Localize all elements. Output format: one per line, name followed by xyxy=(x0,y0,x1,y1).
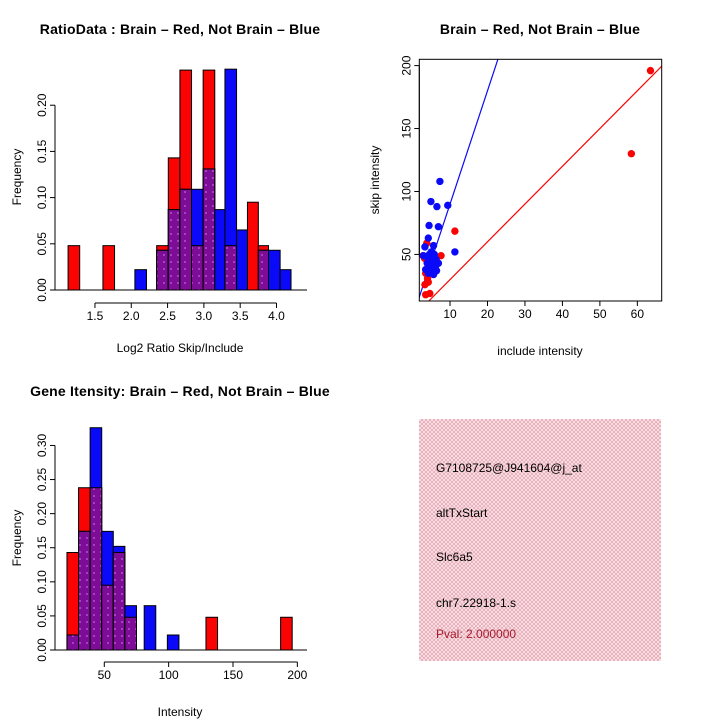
svg-text:20: 20 xyxy=(481,307,495,321)
svg-text:3.5: 3.5 xyxy=(232,309,249,323)
svg-text:150: 150 xyxy=(223,668,243,682)
svg-text:2.5: 2.5 xyxy=(159,309,176,323)
gene-chart-title: Gene Itensity: Brain – Red, Not Brain – … xyxy=(30,383,330,399)
panel-gene-intensity-histogram: 50 100 150 200 0.00 0.05 0.10 0.15 0.20 0.25 0.30 … xyxy=(0,360,360,720)
info-box: G7108725@J941604@j_at altTxStart Slc6a5 … xyxy=(419,419,661,661)
panel-ratio-histogram: 1.5 2.0 2.5 3.0 3.5 4.0 0.00 0.05 0.10 0.15 0.20 R… xyxy=(0,0,360,360)
probe-id-text: G7108725@J941604@j_at xyxy=(436,461,582,475)
panel-gene-info: G7108725@J941604@j_at altTxStart Slc6a5 … xyxy=(360,360,720,720)
event-type-text: altTxStart xyxy=(436,506,488,520)
svg-text:200: 200 xyxy=(399,55,413,75)
svg-text:50: 50 xyxy=(399,247,413,261)
svg-text:30: 30 xyxy=(518,307,532,321)
gene-x-axis-label: Intensity xyxy=(157,705,203,719)
gene-histogram-plot: 50 100 150 200 0.00 0.05 0.10 0.15 0.20 0.25 0.30 xyxy=(35,427,308,682)
pval-text: Pval: 2.000000 xyxy=(436,627,517,641)
svg-text:50: 50 xyxy=(98,668,112,682)
locus-text: chr7.22918-1.s xyxy=(436,596,517,610)
svg-text:3.0: 3.0 xyxy=(196,309,213,323)
svg-text:50: 50 xyxy=(593,307,607,321)
svg-text:0.10: 0.10 xyxy=(35,186,49,210)
svg-text:10: 10 xyxy=(443,307,457,321)
svg-text:0.20: 0.20 xyxy=(35,502,49,526)
gene-name-text: Slc6a5 xyxy=(436,550,473,564)
scatter-x-axis-label: include intensity xyxy=(497,344,583,358)
svg-text:0.00: 0.00 xyxy=(35,278,49,302)
svg-text:100: 100 xyxy=(399,181,413,201)
svg-text:40: 40 xyxy=(556,307,570,321)
scatter-y-axis-label: skip intensity xyxy=(368,145,382,215)
svg-text:0.00: 0.00 xyxy=(35,638,49,662)
ratio-histogram-plot: 1.5 2.0 2.5 3.0 3.5 4.0 0.00 0.05 0.10 0.15 0.20 xyxy=(35,68,307,323)
svg-text:0.05: 0.05 xyxy=(35,604,49,628)
intensity-scatter-plot: 10 20 30 40 50 60 50 100 150 200 xyxy=(399,55,663,321)
ratio-x-axis-label: Log2 Ratio Skip/Include xyxy=(116,341,244,355)
svg-text:0.15: 0.15 xyxy=(35,536,49,560)
svg-text:1.5: 1.5 xyxy=(87,309,104,323)
svg-text:100: 100 xyxy=(159,668,179,682)
svg-text:2.0: 2.0 xyxy=(123,309,140,323)
svg-text:60: 60 xyxy=(631,307,645,321)
svg-text:0.30: 0.30 xyxy=(35,433,49,457)
svg-text:150: 150 xyxy=(399,118,413,138)
svg-text:0.15: 0.15 xyxy=(35,139,49,163)
ratio-y-axis-label: Frequency xyxy=(10,148,24,206)
svg-text:0.25: 0.25 xyxy=(35,468,49,492)
panel-intensity-scatter: 10 20 30 40 50 60 50 100 150 200 Brain – Red, Not… xyxy=(360,0,720,360)
svg-text:200: 200 xyxy=(287,668,307,682)
svg-text:0.20: 0.20 xyxy=(35,93,49,117)
svg-text:4.0: 4.0 xyxy=(268,309,285,323)
scatter-chart-title: Brain – Red, Not Brain – Blue xyxy=(439,21,641,37)
svg-text:0.10: 0.10 xyxy=(35,570,49,594)
gene-y-axis-label: Frequency xyxy=(10,509,24,567)
svg-text:0.05: 0.05 xyxy=(35,232,49,256)
ratio-chart-title: RatioData : Brain – Red, Not Brain – Blu… xyxy=(39,21,321,37)
